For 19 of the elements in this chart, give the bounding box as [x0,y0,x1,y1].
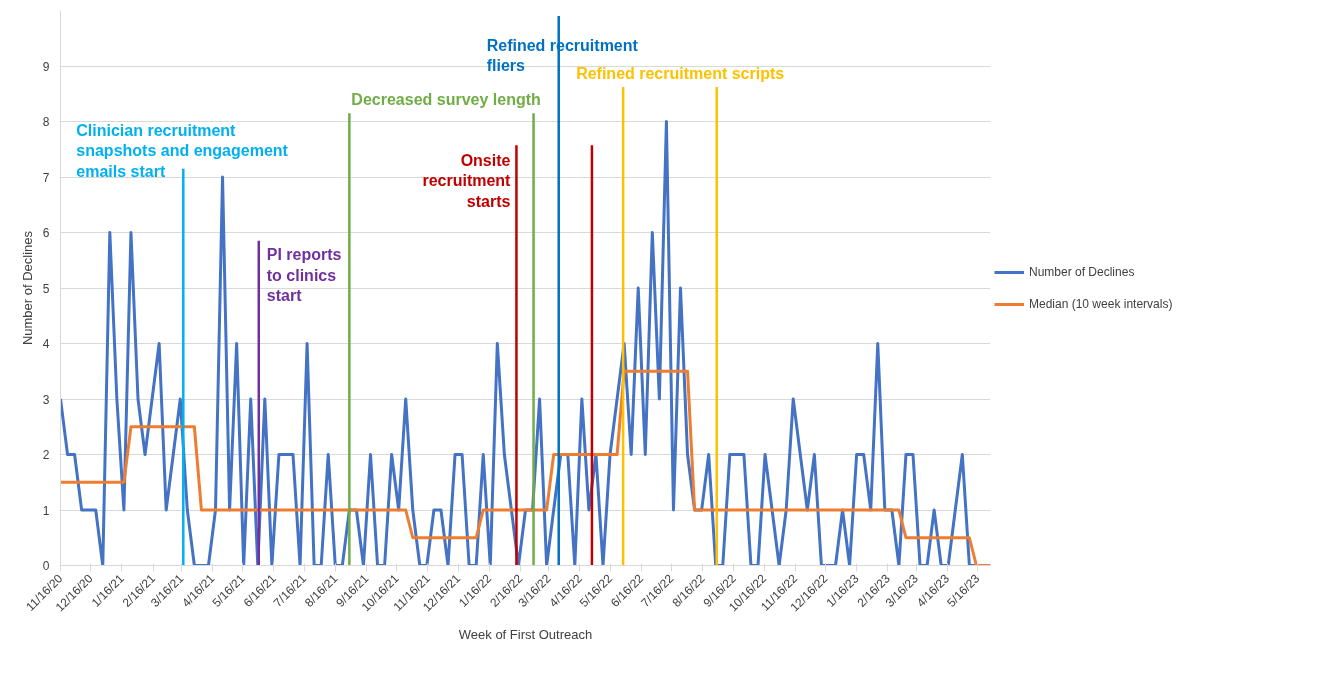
x-axis-title: Week of First Outreach [458,627,593,643]
legend-label: Median (10 week intervals) [1029,296,1173,311]
ref-line-label: Refined recruitment scripts [576,64,785,82]
y-tick-label: 0 [42,559,50,573]
ref-line-label: PI reports to clinics start [266,246,342,305]
y-tick-label: 6 [42,226,50,240]
y-tick-label: 1 [42,503,50,518]
ref-line-label: Clinician recruitment snapshots and engagement emails start [76,121,289,180]
ref-line-label: Decreased survey length [351,90,541,108]
y-tick-label: 4 [42,337,50,351]
y-tick-label: 8 [42,115,50,129]
y-tick-label: 3 [42,392,50,407]
y-tick-label: 5 [42,281,50,296]
y-axis-title: Number of Declines [19,230,35,346]
y-tick-label: 2 [42,448,50,462]
legend-label: Number of Declines [1029,264,1135,279]
y-tick-label: 7 [42,170,50,185]
ref-line-label: Onsite recruitment starts [422,152,512,210]
y-tick-label: 9 [42,59,50,74]
